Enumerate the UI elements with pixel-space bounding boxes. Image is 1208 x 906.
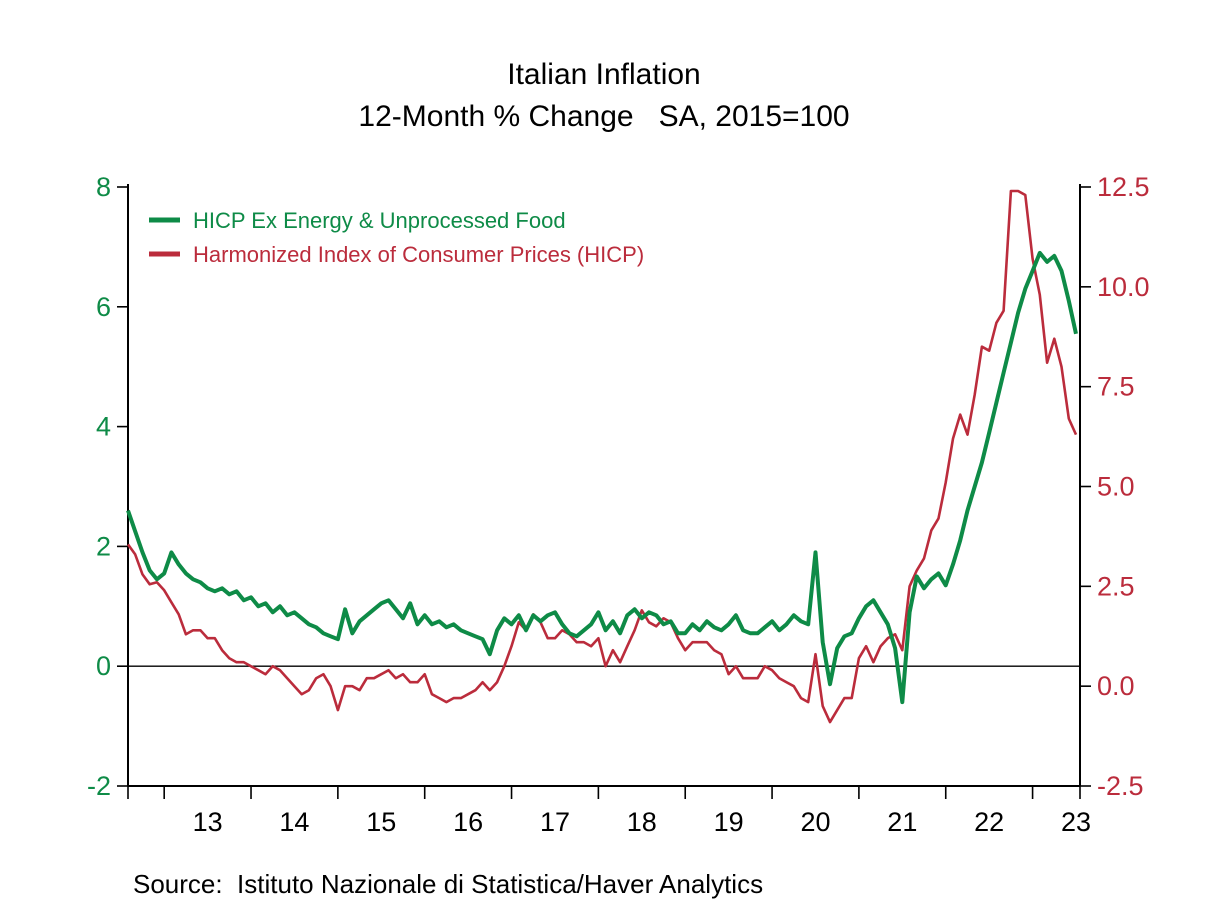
right-axis-tick-label: 5.0 [1097, 472, 1135, 502]
left-axis-tick-label: 2 [96, 531, 111, 561]
right-axis-tick-label: 7.5 [1097, 372, 1135, 402]
right-axis-tick-label: 12.5 [1097, 172, 1150, 202]
legend: HICP Ex Energy & Unprocessed Food Harmoni… [149, 208, 644, 267]
x-axis-tick-label: 21 [887, 807, 917, 837]
core-hicp-line [126, 250, 1078, 705]
left-axis-tick-label: -2 [87, 771, 111, 801]
right-axis-tick-label: 10.0 [1097, 272, 1150, 302]
chart-title-line1: Italian Inflation [507, 58, 700, 91]
headline-hicp-line [126, 189, 1078, 724]
x-axis-tick-label: 19 [714, 807, 744, 837]
x-axis-tick-label: 20 [800, 807, 830, 837]
x-axis-tick-label: 14 [279, 807, 309, 837]
x-axis-tick-label: 13 [193, 807, 223, 837]
x-axis-tick-label: 15 [366, 807, 396, 837]
legend-label: HICP Ex Energy & Unprocessed Food [193, 208, 566, 233]
x-axis-tick-label: 22 [974, 807, 1004, 837]
x-axis-tick-label: 18 [627, 807, 657, 837]
right-axis-tick-label: 2.5 [1097, 571, 1135, 601]
left-axis-tick-label: 8 [96, 172, 111, 202]
x-axis-tick-label: 23 [1061, 807, 1091, 837]
x-axis-tick-label: 17 [540, 807, 570, 837]
x-axis-tick-label: 16 [453, 807, 483, 837]
right-axis-tick-label: 0.0 [1097, 671, 1135, 701]
left-axis-tick-label: 4 [96, 412, 111, 442]
left-axis-tick-label: 0 [96, 651, 111, 681]
right-axis-tick-label: -2.5 [1097, 771, 1144, 801]
series-lines [126, 189, 1078, 724]
chart-title-line2: 12-Month % Change SA, 2015=100 [358, 100, 849, 133]
source-note: Source: Istituto Nazionale di Statistica… [133, 869, 763, 899]
left-axis-tick-label: 6 [96, 292, 111, 322]
legend-label: Harmonized Index of Consumer Prices (HIC… [193, 242, 644, 267]
